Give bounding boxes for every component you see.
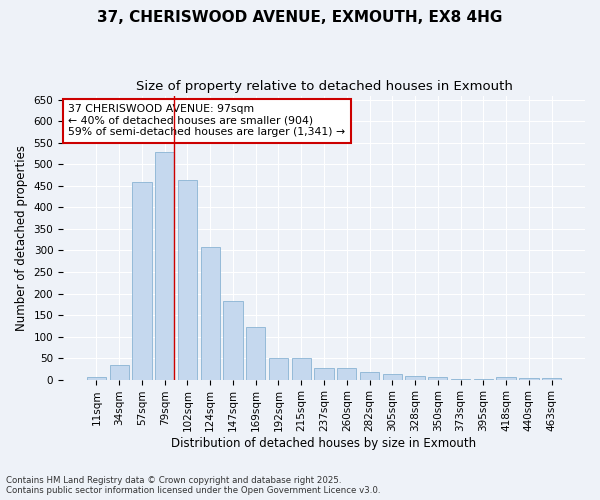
Bar: [178, 180, 197, 380]
Text: 37, CHERISWOOD AVENUE, EXMOUTH, EX8 4HG: 37, CHERISWOOD AVENUE, EXMOUTH, EX8 4HG: [97, 10, 503, 25]
Bar: [383, 374, 402, 380]
Y-axis label: Number of detached properties: Number of detached properties: [15, 144, 28, 330]
Bar: [87, 378, 106, 380]
X-axis label: Distribution of detached houses by size in Exmouth: Distribution of detached houses by size …: [172, 437, 476, 450]
Text: Contains HM Land Registry data © Crown copyright and database right 2025.
Contai: Contains HM Land Registry data © Crown c…: [6, 476, 380, 495]
Bar: [337, 368, 356, 380]
Bar: [246, 327, 265, 380]
Bar: [451, 378, 470, 380]
Bar: [406, 376, 425, 380]
Bar: [428, 376, 448, 380]
Text: 37 CHERISWOOD AVENUE: 97sqm
← 40% of detached houses are smaller (904)
59% of se: 37 CHERISWOOD AVENUE: 97sqm ← 40% of det…: [68, 104, 346, 138]
Bar: [314, 368, 334, 380]
Title: Size of property relative to detached houses in Exmouth: Size of property relative to detached ho…: [136, 80, 512, 93]
Bar: [269, 358, 288, 380]
Bar: [132, 182, 152, 380]
Bar: [360, 372, 379, 380]
Bar: [496, 378, 516, 380]
Bar: [292, 358, 311, 380]
Bar: [542, 378, 561, 380]
Bar: [223, 301, 242, 380]
Bar: [473, 378, 493, 380]
Bar: [200, 247, 220, 380]
Bar: [110, 364, 129, 380]
Bar: [155, 152, 175, 380]
Bar: [519, 378, 539, 380]
